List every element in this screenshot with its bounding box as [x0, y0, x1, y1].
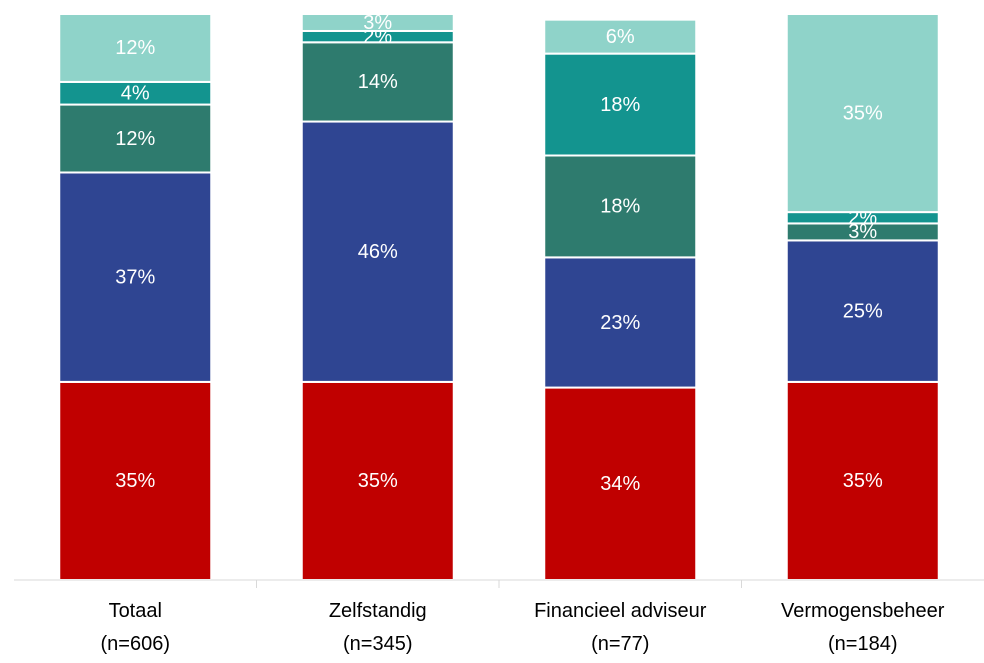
x-tick-label: Zelfstandig (n=345): [329, 600, 427, 655]
data-label: 18%: [600, 196, 640, 218]
data-label: 35%: [843, 102, 883, 124]
bar-segment: [785, 13, 940, 214]
data-label: 37%: [115, 266, 155, 288]
x-tick-label-line: Zelfstandig: [329, 600, 427, 622]
data-label: 18%: [600, 94, 640, 116]
data-label: 12%: [115, 128, 155, 150]
bar-segment: [785, 239, 940, 383]
x-tick-label-line: Financieel adviseur: [534, 600, 707, 622]
bar-segment: [300, 41, 455, 123]
bar-segment: [543, 256, 698, 389]
bar-segment: [58, 171, 213, 383]
bar-segment: [785, 380, 940, 581]
bar-segment: [543, 154, 698, 259]
data-label: 25%: [843, 300, 883, 322]
data-label: 6%: [606, 26, 635, 48]
data-label: 3%: [363, 12, 392, 34]
data-label: 35%: [358, 470, 398, 492]
x-tick-label: Vermogensbeheer (n=184): [781, 600, 945, 655]
data-label: 14%: [358, 71, 398, 93]
x-tick-label-line: (n=184): [828, 633, 898, 655]
x-tick-label-line: (n=606): [101, 633, 171, 655]
data-label: 35%: [843, 470, 883, 492]
x-tick-label-line: Vermogensbeheer: [781, 600, 945, 622]
data-label: 34%: [600, 473, 640, 495]
x-tick-label-line: (n=77): [591, 633, 649, 655]
bar-segment: [58, 13, 213, 83]
x-tick-label-line: Totaal: [109, 600, 162, 622]
bar-segment: [543, 52, 698, 157]
bar-segment: [300, 13, 455, 32]
x-tick-label-line: (n=345): [343, 633, 413, 655]
x-tick-label: Financieel adviseur (n=77): [534, 600, 707, 655]
bar-segment: [58, 380, 213, 581]
data-label: 46%: [358, 241, 398, 263]
data-label: 4%: [121, 83, 150, 105]
x-tick-label: Totaal (n=606): [101, 600, 171, 655]
data-label: 23%: [600, 312, 640, 334]
bar-segment: [543, 18, 698, 55]
data-label: 12%: [115, 37, 155, 59]
data-label: 35%: [115, 470, 155, 492]
bar-segment: [300, 120, 455, 383]
data-label: 3%: [848, 221, 877, 243]
